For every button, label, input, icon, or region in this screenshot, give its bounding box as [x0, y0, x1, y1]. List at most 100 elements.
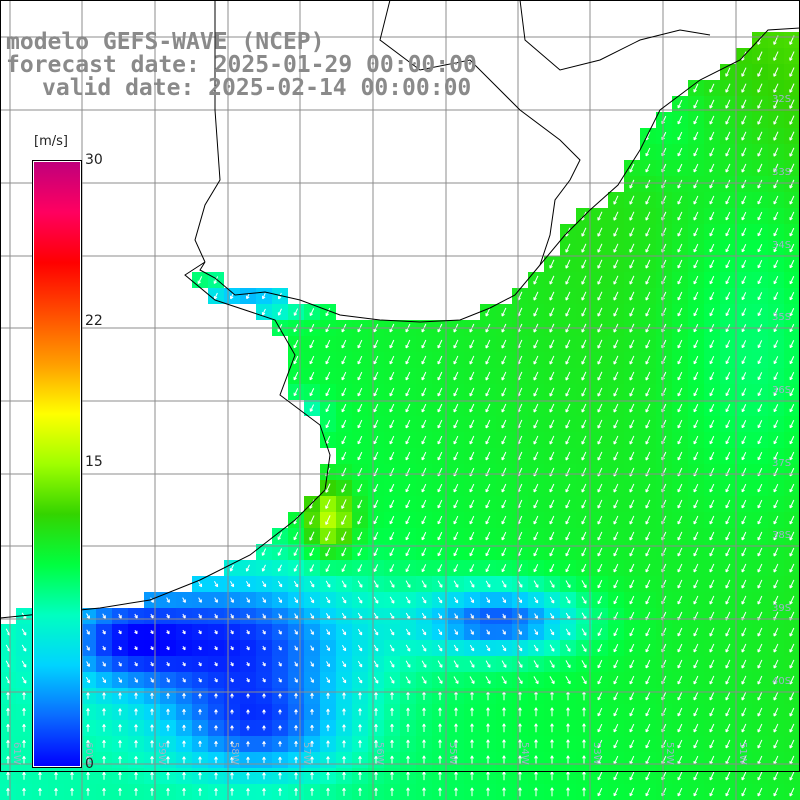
wind-arrow — [773, 51, 779, 61]
wind-arrow — [757, 163, 763, 173]
wind-arrow — [709, 99, 715, 109]
wind-arrow — [725, 308, 731, 317]
wind-arrow — [709, 307, 715, 317]
wind-arrow — [613, 195, 619, 205]
wind-arrow — [613, 211, 619, 221]
wind-arrow — [629, 227, 635, 237]
wind-arrow — [757, 211, 763, 221]
wind-arrow — [277, 292, 282, 300]
wind-arrow — [693, 211, 699, 221]
wind-arrow — [645, 163, 651, 173]
wind-arrow — [613, 291, 619, 301]
wind-arrow — [725, 115, 731, 125]
wind-arrow — [613, 275, 619, 285]
wind-arrow — [677, 291, 683, 301]
latitude-label: 38S — [772, 530, 792, 541]
wind-arrow — [501, 307, 507, 317]
wind-arrow — [773, 83, 779, 93]
wind-arrow — [757, 308, 763, 317]
wind-arrow — [693, 83, 699, 93]
wind-arrow — [741, 83, 747, 93]
latitude-label: 40S — [772, 676, 792, 687]
longitude-label: 51W — [737, 742, 748, 765]
wind-arrow — [549, 275, 555, 285]
wind-arrow — [773, 276, 779, 285]
wind-arrow — [677, 259, 683, 269]
wind-arrow — [789, 243, 795, 253]
wind-arrow — [645, 195, 651, 205]
wind-arrow — [789, 115, 795, 125]
wind-arrow — [789, 259, 795, 269]
wind-arrow — [773, 308, 779, 317]
longitude-label: 55W — [447, 742, 458, 765]
colorbar-tick-label: 22 — [85, 313, 103, 330]
wind-speed-field — [0, 32, 800, 800]
wind-arrow — [693, 147, 699, 157]
wind-arrow — [741, 259, 747, 269]
wind-arrow — [597, 275, 603, 285]
wind-arrow — [677, 275, 683, 285]
longitude-label: 56W — [374, 742, 385, 765]
wind-arrow — [677, 211, 683, 221]
wind-arrow — [741, 211, 747, 221]
wind-arrow — [693, 179, 699, 189]
wind-arrow — [773, 195, 779, 205]
wind-arrow — [725, 275, 731, 285]
wind-arrow — [261, 308, 266, 316]
wind-arrow — [693, 227, 699, 237]
longitude-label: 57W — [301, 742, 312, 765]
wind-arrow — [645, 259, 651, 269]
wind-arrow — [741, 67, 747, 77]
wind-arrow — [645, 147, 651, 157]
latitude-label: 35S — [772, 312, 792, 323]
wind-arrow — [581, 227, 587, 237]
wind-arrow — [789, 227, 795, 237]
wind-arrow — [549, 259, 555, 269]
wind-arrow — [709, 211, 715, 221]
wind-arrow — [533, 291, 539, 301]
wind-arrow — [757, 131, 763, 141]
wind-arrow — [309, 339, 315, 349]
wind-arrow — [197, 276, 203, 285]
wind-vectors — [5, 35, 795, 797]
wind-arrow — [741, 163, 747, 173]
wind-arrow — [613, 259, 619, 269]
wind-arrow — [262, 292, 266, 300]
wind-arrow — [725, 211, 731, 221]
latitude-label: 36S — [772, 385, 792, 396]
wind-arrow — [789, 83, 795, 93]
wind-arrow — [565, 243, 571, 253]
wind-arrow — [709, 275, 715, 285]
colorbar-tick-label: 30 — [85, 152, 103, 168]
wind-arrow — [725, 179, 731, 189]
wind-arrow — [773, 99, 779, 109]
wind-arrow — [709, 147, 715, 157]
wind-arrow — [725, 243, 731, 253]
wind-arrow — [565, 307, 571, 317]
wind-arrow — [757, 243, 763, 253]
wind-arrow — [709, 163, 715, 173]
wind-arrow — [757, 83, 763, 93]
wind-arrow — [597, 259, 603, 269]
wind-arrow — [677, 195, 683, 205]
wind-arrow — [725, 195, 731, 205]
wind-arrow — [789, 131, 795, 141]
wind-arrow — [597, 307, 603, 317]
wind-arrow — [565, 291, 571, 301]
wind-arrow — [773, 227, 779, 237]
wind-arrow — [789, 291, 795, 301]
wind-arrow — [629, 307, 635, 317]
wind-arrow — [597, 227, 603, 237]
wind-arrow — [597, 211, 603, 221]
longitude-label: 59W — [156, 742, 167, 765]
wind-arrow — [741, 195, 747, 205]
wind-arrow — [677, 147, 683, 157]
wind-arrow — [741, 276, 747, 285]
wind-arrow — [773, 163, 779, 173]
wind-arrow — [677, 163, 683, 173]
wind-arrow — [677, 131, 683, 141]
wind-arrow — [485, 307, 491, 317]
wind-arrow — [645, 291, 651, 301]
wind-arrow — [693, 115, 699, 125]
